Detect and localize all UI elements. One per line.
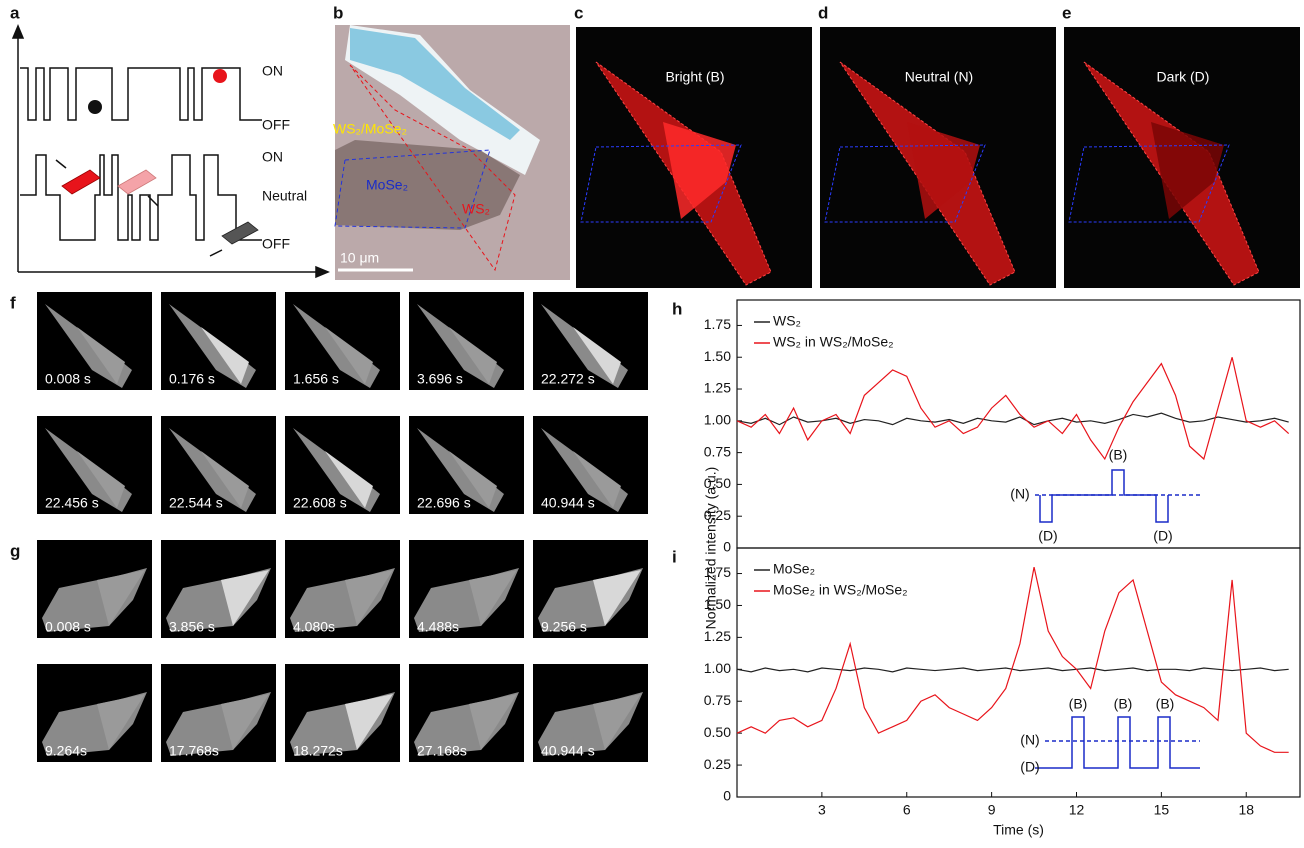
panel-label: b bbox=[333, 3, 343, 22]
x-tick-label: 18 bbox=[1238, 802, 1254, 818]
legend-label: MoSe₂ bbox=[773, 561, 815, 577]
panel-label: e bbox=[1062, 3, 1071, 22]
optical-image bbox=[335, 25, 570, 280]
inset-label: (B) bbox=[1069, 696, 1088, 712]
x-tick-label: 9 bbox=[988, 802, 996, 818]
y-tick-label: 1.00 bbox=[704, 660, 731, 676]
panel-label: d bbox=[818, 3, 828, 22]
y-tick-label: 0 bbox=[723, 788, 731, 804]
y-tick-label: 1.25 bbox=[704, 628, 731, 644]
time-label: 4.488s bbox=[417, 619, 459, 635]
y-tick-label: 0.75 bbox=[704, 443, 731, 459]
time-label: 0.008 s bbox=[45, 371, 91, 387]
inset-label: (B) bbox=[1156, 696, 1175, 712]
y-tick-label: 0.25 bbox=[704, 756, 731, 772]
time-label: 22.456 s bbox=[45, 495, 99, 511]
x-tick-label: 15 bbox=[1154, 802, 1170, 818]
time-label: 18.272s bbox=[293, 743, 343, 759]
panel-label: f bbox=[10, 293, 16, 312]
image-title: Dark (D) bbox=[1157, 69, 1210, 85]
time-label: 40.944 s bbox=[541, 495, 595, 511]
time-label: 22.696 s bbox=[417, 495, 471, 511]
panel-label: i bbox=[672, 547, 677, 566]
time-label: 0.176 s bbox=[169, 371, 215, 387]
legend-label: WS₂ in WS₂/MoSe₂ bbox=[773, 334, 894, 350]
level-label: OFF bbox=[262, 236, 290, 252]
time-label: 4.080s bbox=[293, 619, 335, 635]
y-tick-label: 1.75 bbox=[704, 564, 731, 580]
y-tick-label: 0 bbox=[723, 539, 731, 555]
time-label: 17.768s bbox=[169, 743, 219, 759]
image-label: MoSe₂ bbox=[366, 177, 408, 193]
inset-label: (B) bbox=[1109, 447, 1128, 463]
data-line bbox=[737, 668, 1289, 672]
y-tick-label: 0.50 bbox=[704, 475, 731, 491]
inset-label: (D) bbox=[1020, 759, 1039, 775]
panel-label: c bbox=[574, 3, 583, 22]
time-label: 9.256 s bbox=[541, 619, 587, 635]
inset-trace bbox=[1035, 717, 1200, 768]
inset-trace bbox=[1040, 470, 1168, 522]
image-label: WS₂/MoSe₂ bbox=[333, 121, 407, 137]
y-tick-label: 1.75 bbox=[704, 316, 731, 332]
time-label: 22.608 s bbox=[293, 495, 347, 511]
image-label: WS₂ bbox=[462, 201, 490, 217]
image-title: Bright (B) bbox=[665, 69, 724, 85]
y-tick-label: 1.25 bbox=[704, 380, 731, 396]
inset-label: (D) bbox=[1038, 528, 1057, 544]
panel-label: a bbox=[10, 3, 20, 22]
x-axis-label: Time (s) bbox=[993, 822, 1044, 838]
inset-label: (B) bbox=[1114, 696, 1133, 712]
inset-label: (D) bbox=[1153, 528, 1172, 544]
inset-label: (N) bbox=[1020, 732, 1039, 748]
x-tick-label: 6 bbox=[903, 802, 911, 818]
y-tick-label: 1.00 bbox=[704, 412, 731, 428]
figure: a ON OFF ON Neutral OFF b WS₂/MoSe₂ MoSe… bbox=[0, 0, 1304, 848]
level-label: Neutral bbox=[262, 188, 307, 204]
time-label: 1.656 s bbox=[293, 371, 339, 387]
time-label: 3.696 s bbox=[417, 371, 463, 387]
x-tick-label: 3 bbox=[818, 802, 826, 818]
level-label: ON bbox=[262, 63, 283, 79]
legend-label: MoSe₂ in WS₂/MoSe₂ bbox=[773, 582, 908, 598]
time-label: 22.544 s bbox=[169, 495, 223, 511]
y-tick-label: 0.75 bbox=[704, 692, 731, 708]
data-line bbox=[737, 357, 1289, 459]
time-label: 22.272 s bbox=[541, 371, 595, 387]
time-label: 40.944 s bbox=[541, 743, 595, 759]
level-label: ON bbox=[262, 149, 283, 165]
y-tick-label: 1.50 bbox=[704, 596, 731, 612]
time-label: 3.856 s bbox=[169, 619, 215, 635]
y-tick-label: 0.25 bbox=[704, 507, 731, 523]
level-label: OFF bbox=[262, 117, 290, 133]
time-label: 0.008 s bbox=[45, 619, 91, 635]
time-label: 27.168s bbox=[417, 743, 467, 759]
scale-bar-label: 10 μm bbox=[340, 250, 379, 266]
time-label: 9.264s bbox=[45, 743, 87, 759]
y-tick-label: 1.50 bbox=[704, 348, 731, 364]
legend-label: WS₂ bbox=[773, 313, 801, 329]
panel-label: h bbox=[672, 299, 682, 318]
panel-label: g bbox=[10, 541, 20, 560]
inset-label: (N) bbox=[1010, 486, 1029, 502]
image-title: Neutral (N) bbox=[905, 69, 973, 85]
x-tick-label: 12 bbox=[1069, 802, 1085, 818]
y-tick-label: 0.50 bbox=[704, 724, 731, 740]
